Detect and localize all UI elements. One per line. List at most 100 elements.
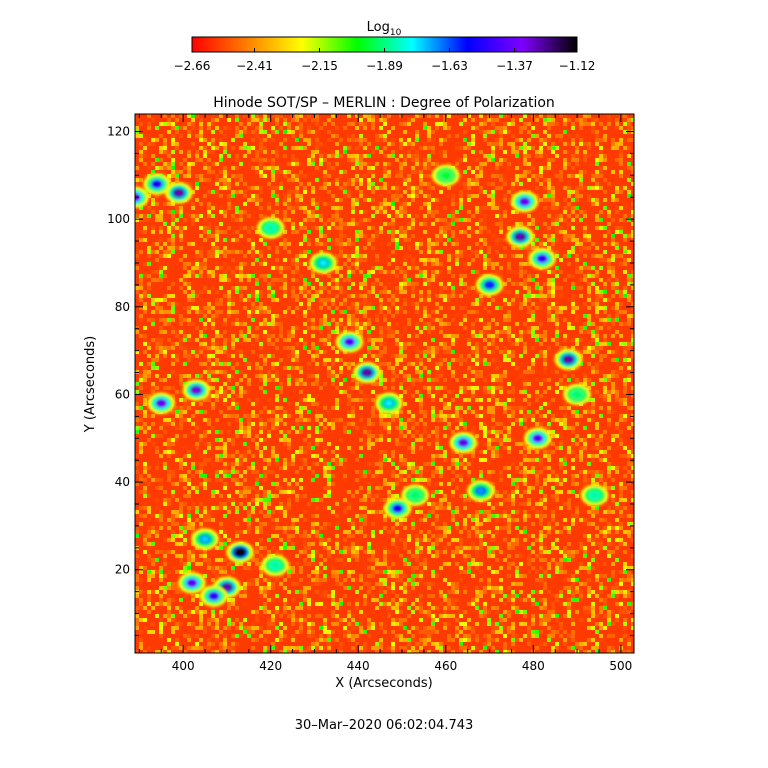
heatmap-cell	[339, 302, 343, 306]
heatmap-cell	[627, 450, 631, 454]
heatmap-cell	[203, 354, 207, 358]
heatmap-cell	[259, 354, 263, 358]
heatmap-cell	[387, 414, 391, 418]
heatmap-cell	[215, 274, 219, 278]
heatmap-cell	[191, 298, 195, 302]
heatmap-cell	[179, 382, 183, 386]
heatmap-cell	[547, 458, 551, 462]
heatmap-cell	[547, 194, 551, 198]
heatmap-cell	[399, 350, 403, 354]
heatmap-cell	[499, 142, 503, 146]
heatmap-cell	[391, 382, 395, 386]
heatmap-cell	[183, 398, 187, 402]
heatmap-cell	[563, 206, 567, 210]
heatmap-cell	[483, 214, 487, 218]
heatmap-cell	[371, 170, 375, 174]
heatmap-cell	[187, 402, 191, 406]
heatmap-cell	[455, 166, 459, 170]
heatmap-cell	[335, 182, 339, 186]
heatmap-cell	[403, 182, 407, 186]
heatmap-cell	[479, 226, 483, 230]
heatmap-cell	[455, 250, 459, 254]
heatmap-cell	[347, 306, 351, 310]
heatmap-cell	[307, 218, 311, 222]
heatmap-cell	[563, 158, 567, 162]
heatmap-cell	[251, 342, 255, 346]
heatmap-cell	[567, 450, 571, 454]
heatmap-cell	[215, 394, 219, 398]
heatmap-cell	[619, 290, 623, 294]
heatmap-cell	[519, 390, 523, 394]
heatmap-cell	[427, 134, 431, 138]
heatmap-cell	[447, 238, 451, 242]
heatmap-cell	[171, 346, 175, 350]
heatmap-cell	[427, 186, 431, 190]
heatmap-cell	[507, 406, 511, 410]
heatmap-cell	[627, 322, 631, 326]
heatmap-cell	[575, 238, 579, 242]
heatmap-cell	[447, 426, 451, 430]
heatmap-cell	[627, 406, 631, 410]
heatmap-cell	[271, 210, 275, 214]
heatmap-cell	[207, 314, 211, 318]
heatmap-cell	[627, 146, 631, 150]
heatmap-cell	[171, 230, 175, 234]
heatmap-cell	[283, 242, 287, 246]
heatmap-cell	[363, 222, 367, 226]
heatmap-cell	[491, 298, 495, 302]
heatmap-cell	[403, 434, 407, 438]
heatmap-cell	[483, 442, 487, 446]
heatmap-cell	[551, 338, 555, 342]
heatmap-cell	[531, 358, 535, 362]
heatmap-cell	[399, 234, 403, 238]
heatmap-cell	[239, 378, 243, 382]
heatmap-cell	[403, 346, 407, 350]
heatmap-cell	[207, 422, 211, 426]
heatmap-cell	[427, 210, 431, 214]
heatmap-cell	[527, 298, 531, 302]
heatmap-cell	[575, 442, 579, 446]
heatmap-cell	[259, 422, 263, 426]
heatmap-cell	[227, 278, 231, 282]
heatmap-cell	[163, 202, 167, 206]
heatmap-cell	[271, 290, 275, 294]
heatmap-cell	[455, 406, 459, 410]
heatmap-cell	[491, 414, 495, 418]
heatmap-cell	[275, 114, 279, 118]
heatmap-cell	[307, 350, 311, 354]
heatmap-cell	[631, 314, 634, 318]
heatmap-cell	[467, 122, 471, 126]
heatmap-cell	[427, 166, 431, 170]
heatmap-cell	[431, 258, 435, 262]
heatmap-cell	[139, 378, 143, 382]
heatmap-cell	[231, 246, 235, 250]
heatmap-cell	[499, 378, 503, 382]
heatmap-cell	[591, 130, 595, 134]
heatmap-cell	[215, 438, 219, 442]
colorbar-label-base: Log	[367, 20, 390, 35]
heatmap-cell	[367, 402, 371, 406]
heatmap-cell	[363, 174, 367, 178]
heatmap-cell	[359, 154, 363, 158]
heatmap-cell	[347, 222, 351, 226]
heatmap-cell	[247, 298, 251, 302]
heatmap-cell	[451, 334, 455, 338]
heatmap-cell	[211, 286, 215, 290]
heatmap-cell	[363, 282, 367, 286]
heatmap-cell	[191, 118, 195, 122]
heatmap-cell	[303, 418, 307, 422]
heatmap-cell	[351, 282, 355, 286]
heatmap-cell	[371, 306, 375, 310]
heatmap-cell	[155, 270, 159, 274]
heatmap-cell	[607, 210, 611, 214]
heatmap-cell	[371, 390, 375, 394]
heatmap-cell	[459, 406, 463, 410]
heatmap-cell	[367, 462, 371, 466]
heatmap-cell	[519, 254, 523, 258]
heatmap-cell	[403, 210, 407, 214]
heatmap-cell	[475, 414, 479, 418]
heatmap-cell	[427, 146, 431, 150]
heatmap-cell	[347, 242, 351, 246]
heatmap-cell	[215, 246, 219, 250]
heatmap-cell	[167, 422, 171, 426]
